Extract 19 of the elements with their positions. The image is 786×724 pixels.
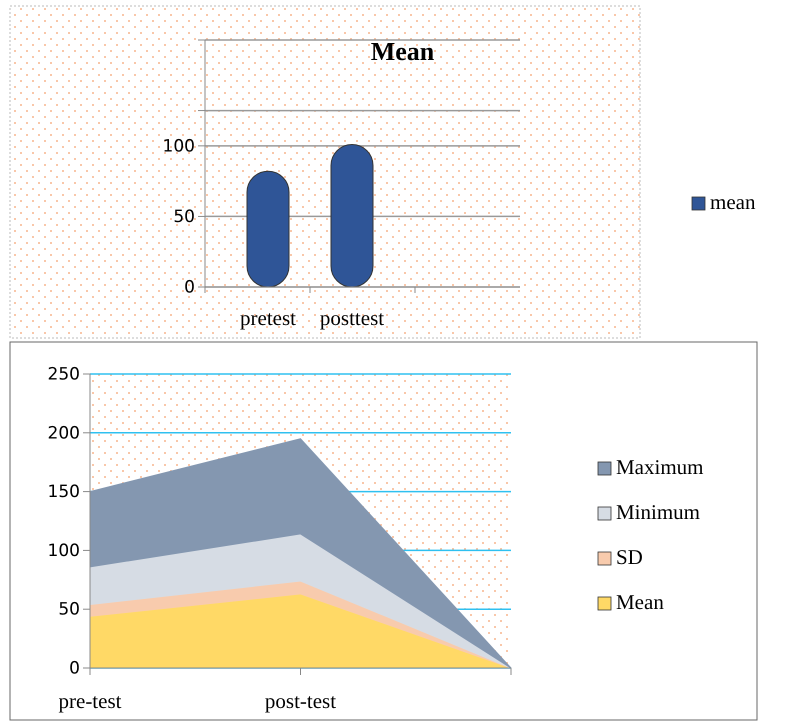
legend-label: mean <box>710 190 756 214</box>
legend-label: Maximum <box>616 455 704 479</box>
y-tick-label: 200 <box>48 423 80 444</box>
x-tick-label: post-test <box>264 689 336 713</box>
y-tick-label: 100 <box>162 136 195 156</box>
x-tick-label: pre-test <box>58 689 122 713</box>
y-tick-label: 50 <box>173 206 195 227</box>
y-tick-label: 100 <box>48 540 80 561</box>
y-tick-label: 150 <box>48 482 80 502</box>
legend-label: SD <box>616 545 643 569</box>
x-tick-label: pretest <box>240 306 296 330</box>
chart-title: Mean <box>370 37 435 66</box>
legend-label: Mean <box>616 590 664 614</box>
y-tick-label: 0 <box>69 658 80 678</box>
y-tick-label: 0 <box>184 277 195 298</box>
x-tick-label: posttest <box>320 306 384 330</box>
y-tick-label: 50 <box>58 600 80 620</box>
legend-label: Minimum <box>616 500 700 524</box>
y-tick-label: 250 <box>48 364 80 384</box>
